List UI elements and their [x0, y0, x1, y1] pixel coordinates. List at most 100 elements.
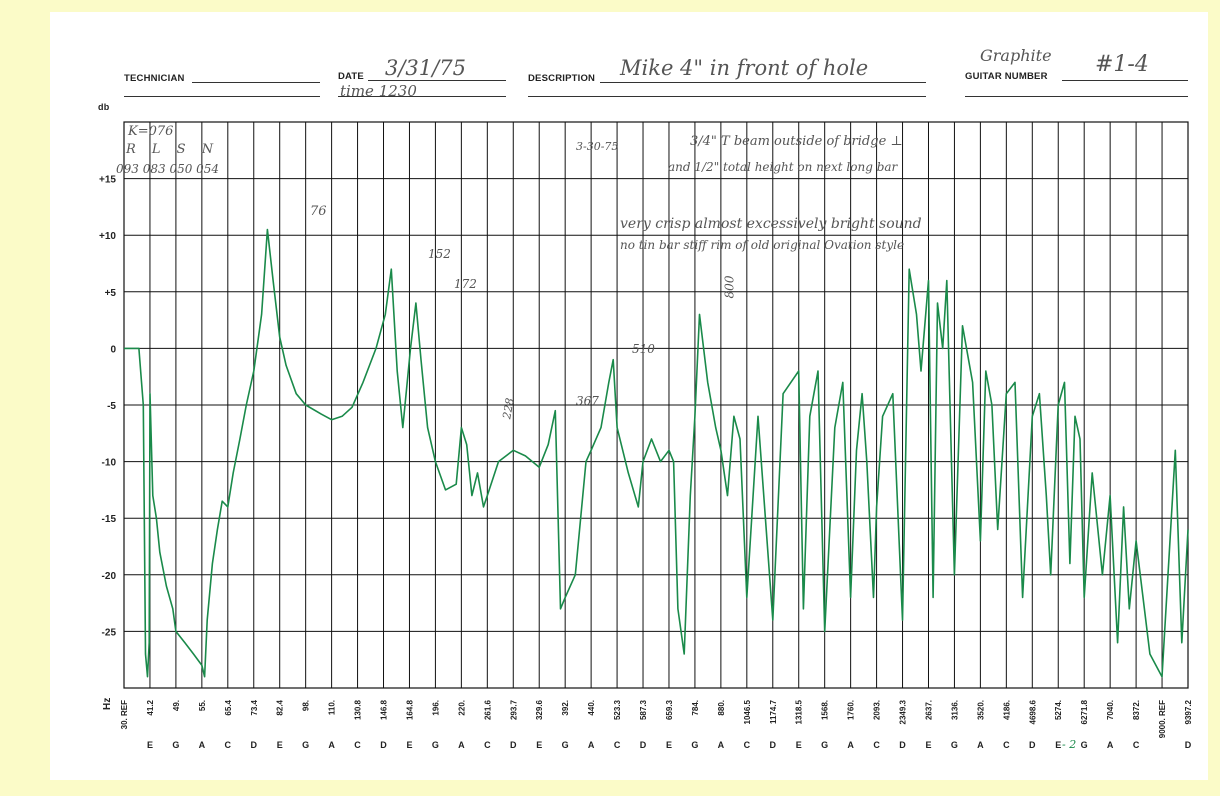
x-note-label: A: [458, 740, 465, 750]
x-note-label: G: [432, 740, 439, 750]
x-note-label: D: [380, 740, 387, 750]
guitar-number-label: GUITAR NUMBER: [965, 71, 1048, 82]
x-note-label: A: [199, 740, 206, 750]
x-note-label: A: [847, 740, 854, 750]
x-tick-label: 220.: [457, 700, 466, 716]
description-value: Mike 4" in front of hole: [620, 56, 869, 80]
peak-label-172: 172: [454, 277, 477, 291]
note-k: K=076: [128, 124, 174, 139]
x-tick-label: 1760.: [847, 700, 856, 720]
x-tick-label: 130.8: [354, 699, 363, 720]
x-note-label: C: [614, 740, 621, 750]
y-axis-label: db: [98, 102, 110, 112]
x-note-label: A: [977, 740, 984, 750]
x-note-label: A: [718, 740, 725, 750]
x-note-label: A: [1107, 740, 1114, 750]
x-tick-label: 2093.: [873, 700, 882, 720]
y-tick-label: +10: [99, 231, 116, 242]
x-tick-label: 9397.2: [1184, 699, 1193, 724]
y-tick-label: -15: [102, 514, 117, 525]
x-tick-label: 1568.: [821, 700, 830, 720]
note-rlsn-values: 093 083 050 054: [116, 162, 220, 176]
frequency-response-chart: +15 +10 +5 0 -5 -10 -15 -20 -25 30. REF 41.2 E 49. G 5…: [99, 121, 1193, 750]
x-tick-label: 1318.5: [795, 699, 804, 724]
x-tick-label: 1046.5: [743, 699, 752, 724]
x-tick-label: 196.: [431, 700, 440, 716]
description-field-line: [600, 82, 926, 83]
x-tick-label: 164.8: [405, 699, 414, 720]
x-tick-label: 49.: [172, 700, 181, 711]
x-note-label: G: [562, 740, 569, 750]
x-tick-label: 5274.: [1054, 700, 1063, 720]
x-tick-label: 3136.: [950, 700, 959, 720]
description-field-line-2: [528, 96, 926, 97]
x-tick-label: 110.: [328, 700, 337, 715]
x-note-label: E: [925, 740, 931, 750]
x-note-label: D: [1029, 740, 1036, 750]
note-rlsn-headers: R L S N: [126, 142, 220, 157]
y-tick-label: 0: [110, 344, 116, 355]
x-tick-label: 30. REF: [120, 700, 129, 729]
x-note-label: D: [770, 740, 777, 750]
x-note-label: E: [1055, 740, 1061, 750]
x-note-label: G: [302, 740, 309, 750]
x-note-label: D: [640, 740, 647, 750]
x-tick-label: 440.: [587, 700, 596, 716]
bottom-mark: - 2: [1062, 738, 1077, 751]
note-4: no tin bar stiff rim of old original Ova…: [620, 238, 905, 252]
technician-field-line-2: [124, 96, 320, 97]
x-tick-label: 293.7: [509, 699, 518, 720]
y-tick-label: +5: [105, 288, 117, 299]
x-note-label: E: [277, 740, 283, 750]
x-tick-label: 41.2: [146, 699, 155, 715]
x-note-label: C: [873, 740, 880, 750]
x-tick-label: 73.4: [250, 699, 259, 715]
peak-label-152: 152: [428, 247, 451, 261]
note-1: 3/4" T beam outside of bridge ⊥: [690, 134, 903, 149]
peak-label-800: 800: [722, 275, 737, 299]
plot-frame: [123, 121, 1189, 689]
time-value: time 1230: [340, 82, 417, 100]
technician-field-line: [192, 82, 320, 83]
guitar-number-field-line-2: [965, 96, 1188, 97]
x-tick-label: 65.4: [224, 699, 233, 715]
x-note-label: D: [899, 740, 906, 750]
guitar-number-value: #1-4: [1095, 52, 1149, 77]
x-tick-label: 6271.8: [1080, 699, 1089, 724]
x-note-label: A: [328, 740, 335, 750]
x-tick-label: 784.: [691, 700, 700, 716]
x-tick-label: 7040.: [1106, 700, 1115, 720]
x-tick-label: 659.3: [665, 699, 674, 720]
peak-label-367: 367: [576, 394, 599, 408]
x-note-label: D: [251, 740, 258, 750]
x-tick-label: 2637.: [924, 700, 933, 720]
x-note-label: E: [406, 740, 412, 750]
x-note-label: C: [484, 740, 491, 750]
date-field-line: [368, 80, 506, 81]
x-note-label: E: [666, 740, 672, 750]
x-note-label: C: [225, 740, 232, 750]
y-tick-label: -20: [102, 571, 117, 582]
date-field-line-2: [338, 96, 506, 97]
x-note-label: G: [951, 740, 958, 750]
y-tick-label: +15: [99, 175, 116, 186]
y-tick-label: -10: [102, 458, 117, 469]
x-tick-label: 55.: [198, 700, 207, 711]
x-note-label: C: [1133, 740, 1140, 750]
x-note-label: G: [821, 740, 828, 750]
x-tick-label: 587.3: [639, 699, 648, 720]
x-tick-label: 3520.: [976, 700, 985, 720]
date-value: 3/31/75: [385, 56, 466, 80]
x-note-label: C: [744, 740, 751, 750]
x-note-label: E: [796, 740, 802, 750]
x-note-label: C: [1003, 740, 1010, 750]
test-sheet: TECHNICIAN DATE 3/31/75 time 1230 DESCRI…: [50, 12, 1208, 780]
date-label: DATE: [338, 71, 364, 82]
x-note-label: D: [510, 740, 517, 750]
x-note-label: G: [172, 740, 179, 750]
guitar-number-field-line: [1062, 80, 1188, 81]
x-tick-label: 523.3: [613, 699, 622, 720]
x-tick-label: 98.: [302, 700, 311, 711]
y-tick-label: -25: [102, 627, 117, 638]
technician-label: TECHNICIAN: [124, 73, 185, 84]
